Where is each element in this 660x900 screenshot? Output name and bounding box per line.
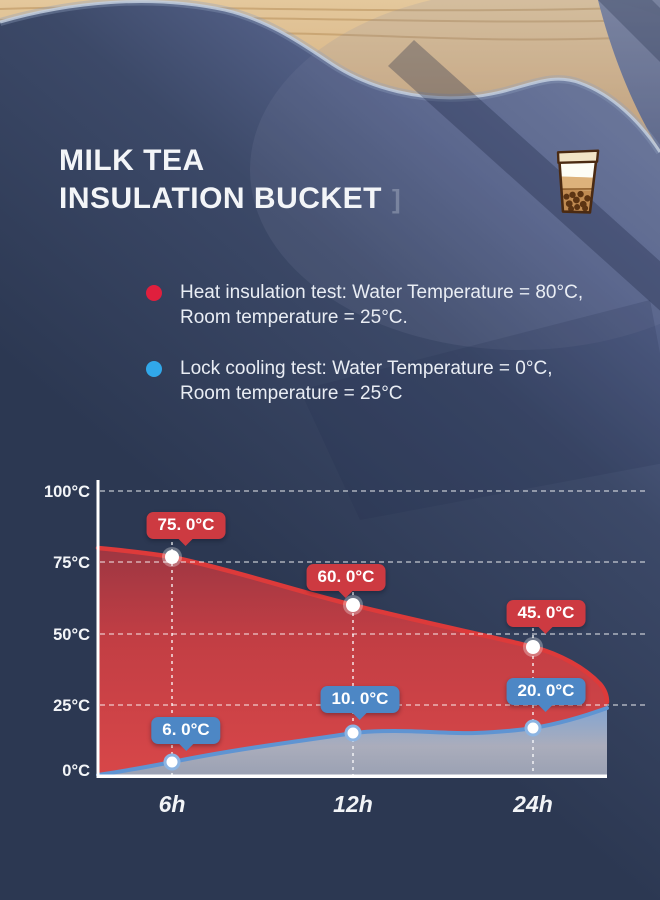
heat-series-description: Heat insulation test: Water Temperature … bbox=[180, 280, 583, 330]
heat-point bbox=[343, 595, 363, 615]
cool-point bbox=[163, 753, 181, 771]
title-line2: INSULATION BUCKET bbox=[59, 182, 382, 215]
page-title: MILK TEA INSULATION BUCKET bbox=[59, 142, 382, 218]
cool-point bbox=[524, 719, 542, 737]
heat-series-line1: Heat insulation test: Water Temperature … bbox=[180, 282, 584, 303]
y-tick-50: 50°C bbox=[53, 626, 90, 644]
boba-pearls bbox=[563, 190, 591, 212]
gridlines-vertical bbox=[171, 542, 534, 775]
cool-series-line2: Room temperature = 25°C bbox=[180, 383, 403, 404]
data-points bbox=[162, 547, 543, 771]
y-tick-75: 75°C bbox=[53, 554, 90, 572]
milk-foam-layer bbox=[556, 161, 598, 178]
heat-series-marker-icon bbox=[146, 285, 162, 301]
heat-series-line2: Room temperature = 25°C. bbox=[180, 307, 408, 328]
cool-value-badge-6h: 6. 0°C bbox=[151, 717, 221, 744]
heat-point bbox=[523, 637, 543, 657]
y-tick-25: 25°C bbox=[53, 697, 90, 715]
cool-series-line1: Lock cooling test: Water Temperature = 0… bbox=[180, 358, 553, 379]
x-axis-labels: 6h 12h 24h bbox=[159, 791, 553, 817]
light-sheen bbox=[250, 0, 660, 350]
heat-point bbox=[162, 547, 182, 567]
cool-value-badge-12h: 10. 0°C bbox=[320, 686, 400, 713]
cool-series-marker-icon bbox=[146, 361, 162, 377]
title-line1: MILK TEA bbox=[59, 144, 205, 177]
tea-layer bbox=[556, 176, 598, 191]
heat-value-badge-6h: 75. 0°C bbox=[146, 512, 226, 539]
y-tick-0: 0°C bbox=[62, 762, 90, 780]
board-edge-rim bbox=[0, 0, 660, 155]
wall-corner bbox=[598, 0, 660, 150]
legend-item-cool: Lock cooling test: Water Temperature = 0… bbox=[146, 356, 583, 406]
x-tick-6h: 6h bbox=[159, 791, 186, 817]
x-tick-24h: 24h bbox=[512, 791, 553, 817]
cup-lid bbox=[556, 149, 600, 165]
heat-value-badge-24h: 45. 0°C bbox=[506, 600, 586, 627]
x-tick-12h: 12h bbox=[333, 791, 373, 817]
cool-value-badge-24h: 20. 0°C bbox=[506, 678, 586, 705]
milk-tea-cup-icon bbox=[556, 149, 600, 214]
legend: Heat insulation test: Water Temperature … bbox=[146, 280, 583, 432]
legend-item-heat: Heat insulation test: Water Temperature … bbox=[146, 280, 583, 330]
cool-series-description: Lock cooling test: Water Temperature = 0… bbox=[180, 356, 552, 406]
heat-value-badge-12h: 60. 0°C bbox=[306, 564, 386, 591]
window-shadows bbox=[300, 0, 660, 520]
axes bbox=[96, 480, 607, 778]
y-axis-labels: 100°C 75°C 50°C 25°C 0°C bbox=[44, 483, 90, 780]
cool-point bbox=[344, 724, 362, 742]
watermark-glyph: ] bbox=[392, 184, 401, 214]
y-tick-100: 100°C bbox=[44, 483, 90, 501]
